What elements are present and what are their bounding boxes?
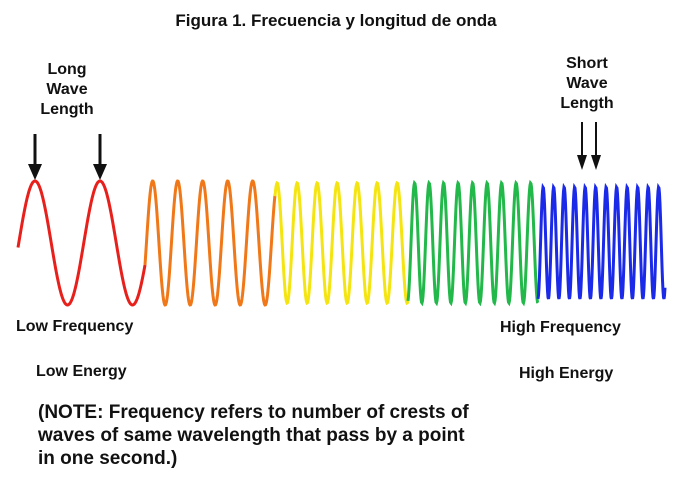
short-wave-label: Wave <box>566 75 607 92</box>
short-wave-label: Short <box>566 55 608 72</box>
wave-segment <box>16 179 147 307</box>
note: waves of same wavelength that pass by a … <box>37 425 465 446</box>
wave-segment <box>536 182 667 300</box>
wave <box>16 179 667 307</box>
low-frequency: Low Frequency <box>16 318 133 335</box>
note: in one second.) <box>38 448 177 469</box>
arrows <box>28 122 601 180</box>
long-wave-label: Long <box>47 61 86 78</box>
title: Figura 1. Frecuencia y longitud de onda <box>175 11 497 30</box>
low-energy: Low Energy <box>36 363 127 380</box>
long-wave-label: Wave <box>46 81 87 98</box>
note: (NOTE: Frequency refers to number of cre… <box>38 402 469 423</box>
high-energy: High Energy <box>519 365 613 382</box>
long-wave-label: Length <box>40 101 93 118</box>
wave-segment <box>406 179 540 307</box>
wave-segment <box>143 179 277 307</box>
wave-segment <box>273 180 410 306</box>
high-frequency: High Frequency <box>500 319 621 336</box>
short-wave-label: Length <box>560 95 613 112</box>
